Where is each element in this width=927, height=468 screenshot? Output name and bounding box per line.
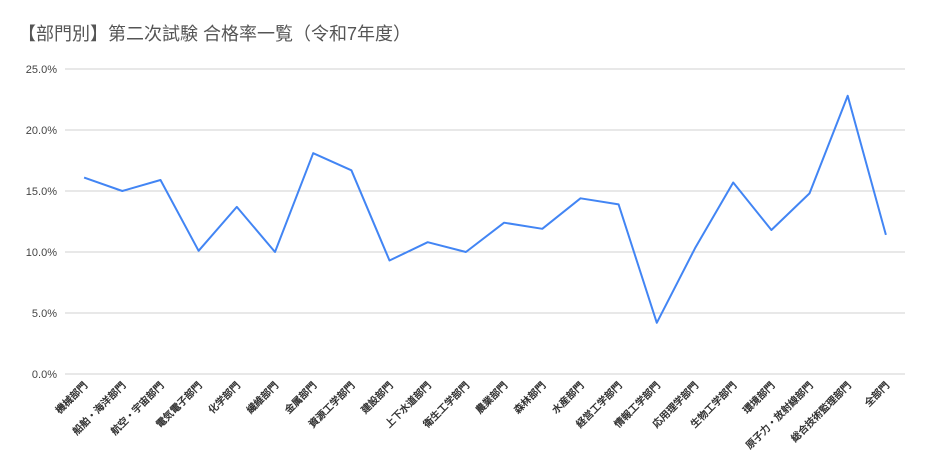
y-tick-label: 0.0% bbox=[32, 369, 57, 381]
x-tick-label: 農業部門 bbox=[473, 379, 510, 416]
x-tick-label: 全部門 bbox=[861, 379, 892, 410]
x-tick-label: 森林部門 bbox=[510, 379, 548, 417]
x-tick-label: 建設部門 bbox=[357, 379, 395, 417]
data-line bbox=[83, 94, 887, 324]
chart-title: 【部門別】第二次試験 合格率一覧（令和7年度） bbox=[18, 24, 411, 44]
y-tick-label: 10.0% bbox=[26, 247, 57, 259]
x-tick-label: 金属部門 bbox=[281, 379, 319, 417]
x-tick-label: 水産部門 bbox=[548, 379, 586, 417]
x-tick-label: 機械部門 bbox=[53, 379, 90, 416]
y-tick-label: 25.0% bbox=[26, 64, 57, 76]
x-tick-label: 原子力・放射線部門 bbox=[743, 379, 816, 452]
x-tick-label: 化学部門 bbox=[205, 379, 242, 416]
x-tick-label: 総合技術監理部門 bbox=[788, 379, 854, 445]
y-tick-label: 5.0% bbox=[32, 308, 57, 320]
y-tick-label: 15.0% bbox=[26, 186, 57, 198]
y-tick-label: 20.0% bbox=[26, 125, 57, 137]
x-tick-label: 繊維部門 bbox=[243, 379, 281, 417]
x-tick-label: 環境部門 bbox=[740, 379, 777, 416]
